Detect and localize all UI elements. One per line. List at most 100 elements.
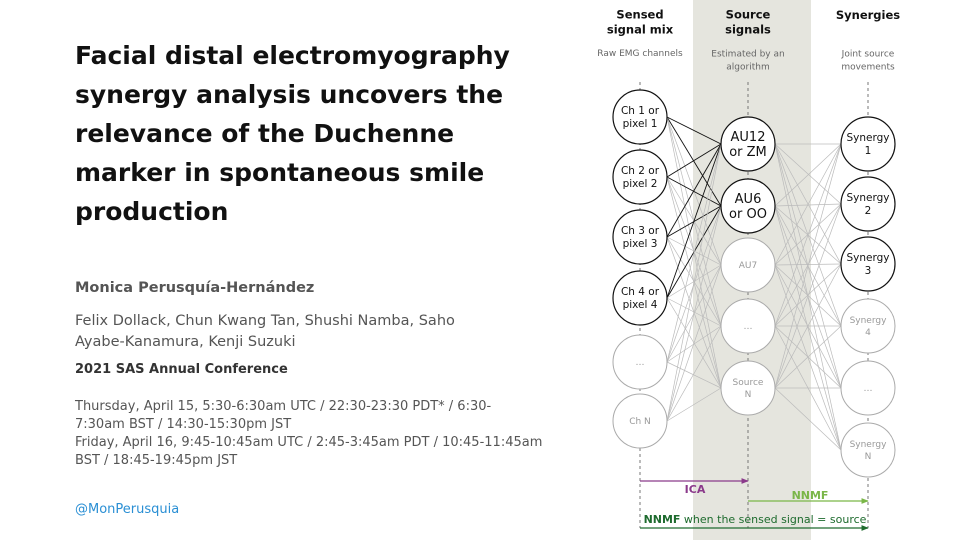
channel-node-circle	[612, 334, 668, 390]
source-node-label-line: N	[745, 390, 752, 400]
connection-line	[666, 143, 722, 238]
synergy-node-label-line: Synergy	[846, 192, 889, 204]
channel-node-label-line: …	[636, 358, 645, 368]
column-subtitle: Raw EMG channels	[597, 49, 683, 59]
nnmf-label: NNMF	[792, 489, 829, 502]
source-node-label: AU6 or OO	[729, 192, 767, 222]
ica-label: ICA	[685, 483, 706, 496]
column-subtitle-line: algorithm	[726, 63, 769, 73]
source-node-label-line: …	[744, 322, 753, 332]
connection-line	[774, 325, 842, 389]
column-heading-line: Synergies	[836, 8, 900, 22]
channel-node-circle	[612, 270, 668, 326]
synergy-node-circle	[840, 116, 896, 172]
synergy-node-circle	[840, 176, 896, 232]
channel-node-label: …	[636, 358, 645, 368]
column-subtitle-line: Estimated by an	[711, 50, 784, 60]
connection-line	[666, 176, 722, 207]
connection-line	[666, 387, 722, 422]
connection-line	[774, 205, 842, 451]
source-node-label-line: AU6	[735, 192, 762, 207]
title-line: marker in spontaneous smile	[75, 158, 485, 187]
connection-line	[666, 143, 722, 299]
nnmf-direct-label-rest: when the sensed signal = source	[680, 513, 866, 526]
synergy-node-label: Synergy 4	[850, 316, 888, 338]
connection-line	[774, 143, 842, 266]
column-heading-line: Source	[726, 8, 771, 22]
synergy-node-circle	[840, 236, 896, 292]
synergy-node-circle	[840, 298, 896, 354]
connection-line	[666, 205, 722, 422]
coauthor-line: Ayabe-Kanamura, Kenji Suzuki	[75, 334, 296, 350]
title-line: Facial distal electromyography	[75, 41, 510, 70]
connection-line	[666, 297, 722, 327]
column-subtitle: Estimated by an algorithm	[711, 50, 784, 73]
column-subtitle: Joint source movements	[841, 50, 895, 73]
channel-node-label-line: Ch 1 or	[621, 105, 660, 117]
channel-node-label: Ch 1 or pixel 1	[621, 105, 660, 130]
column-subtitle-line: Raw EMG channels	[597, 49, 683, 59]
channel-node-label-line: Ch 4 or	[621, 286, 660, 298]
synergy-node-label: Synergy 3	[846, 252, 889, 277]
schedule-line: 7:30am BST / 14:30-15:30pm JST	[75, 417, 292, 432]
channel-node-circle	[612, 149, 668, 205]
schedule-line: Friday, April 16, 9:45-10:45am UTC / 2:4…	[75, 435, 543, 450]
channel-node-label-line: pixel 2	[623, 178, 658, 190]
title-line: production	[75, 197, 229, 226]
source-node-label: Source N	[733, 378, 764, 400]
paper-title: Facial distal electromyography synergy a…	[75, 36, 545, 231]
column-heading: Sensed signal mix	[607, 8, 674, 37]
column-heading-line: signals	[725, 23, 771, 37]
channel-node-circle	[612, 89, 668, 145]
source-node-label-line: or OO	[729, 207, 767, 222]
connections	[666, 116, 842, 451]
schedule-line: Thursday, April 15, 5:30-6:30am UTC / 22…	[75, 399, 492, 414]
source-node-label-line: AU12	[731, 130, 766, 145]
source-node-label: …	[744, 322, 753, 332]
column-heading-line: signal mix	[607, 23, 674, 37]
connection-line	[666, 236, 722, 266]
channel-node-label-line: Ch 2 or	[621, 165, 660, 177]
connection-line	[774, 203, 842, 389]
connection-line	[774, 143, 842, 207]
channel-node-label: Ch 4 or pixel 4	[621, 286, 660, 311]
source-node-label-line: Source	[733, 378, 764, 388]
connection-line	[774, 387, 842, 451]
channel-node-label-line: pixel 4	[623, 299, 658, 311]
twitter-handle-link[interactable]: @MonPerusquia	[75, 502, 180, 517]
column-heading: Source signals	[725, 8, 771, 37]
nnmf-direct-label: NNMF when the sensed signal = source	[644, 513, 867, 526]
synergy-node-label-line: 3	[865, 265, 872, 277]
synergy-node-label-line: …	[864, 384, 873, 394]
channel-node-circle	[612, 209, 668, 265]
connection-line	[666, 264, 722, 422]
nnmf-direct-label-bold: NNMF	[644, 513, 681, 526]
synergy-node-label: Synergy 1	[846, 132, 889, 157]
coauthors: Felix Dollack, Chun Kwang Tan, Shushi Na…	[75, 311, 495, 353]
source-node-circle	[720, 298, 776, 354]
connection-line	[774, 143, 842, 389]
source-node-label: AU12 or ZM	[729, 130, 767, 160]
channel-node-circle	[612, 393, 668, 449]
connection-line	[666, 143, 722, 422]
conference-name: 2021 SAS Annual Conference	[75, 362, 288, 377]
synergy-node-label: …	[864, 384, 873, 394]
synergy-node-circle	[840, 360, 896, 416]
connection-line	[666, 325, 722, 422]
synergy-node-label-line: 2	[865, 205, 872, 217]
schedule-line: BST / 18:45-19:45pm JST	[75, 453, 238, 468]
synergy-node-label: Synergy N	[850, 440, 888, 462]
source-node-circle	[720, 360, 776, 416]
channel-node-label: Ch 3 or pixel 3	[621, 225, 660, 250]
source-node-label-line: or ZM	[729, 145, 767, 160]
connection-line	[774, 263, 842, 389]
column-heading: Synergies	[836, 8, 900, 22]
synergy-node-label-line: Synergy	[846, 132, 889, 144]
synergy-node-label-line: Synergy	[850, 440, 888, 450]
connection-line	[774, 143, 842, 327]
connection-line	[666, 116, 722, 145]
channel-node-label: Ch 2 or pixel 2	[621, 165, 660, 190]
column-subtitle-line: movements	[841, 63, 895, 73]
column-heading-line: Sensed	[616, 8, 663, 22]
